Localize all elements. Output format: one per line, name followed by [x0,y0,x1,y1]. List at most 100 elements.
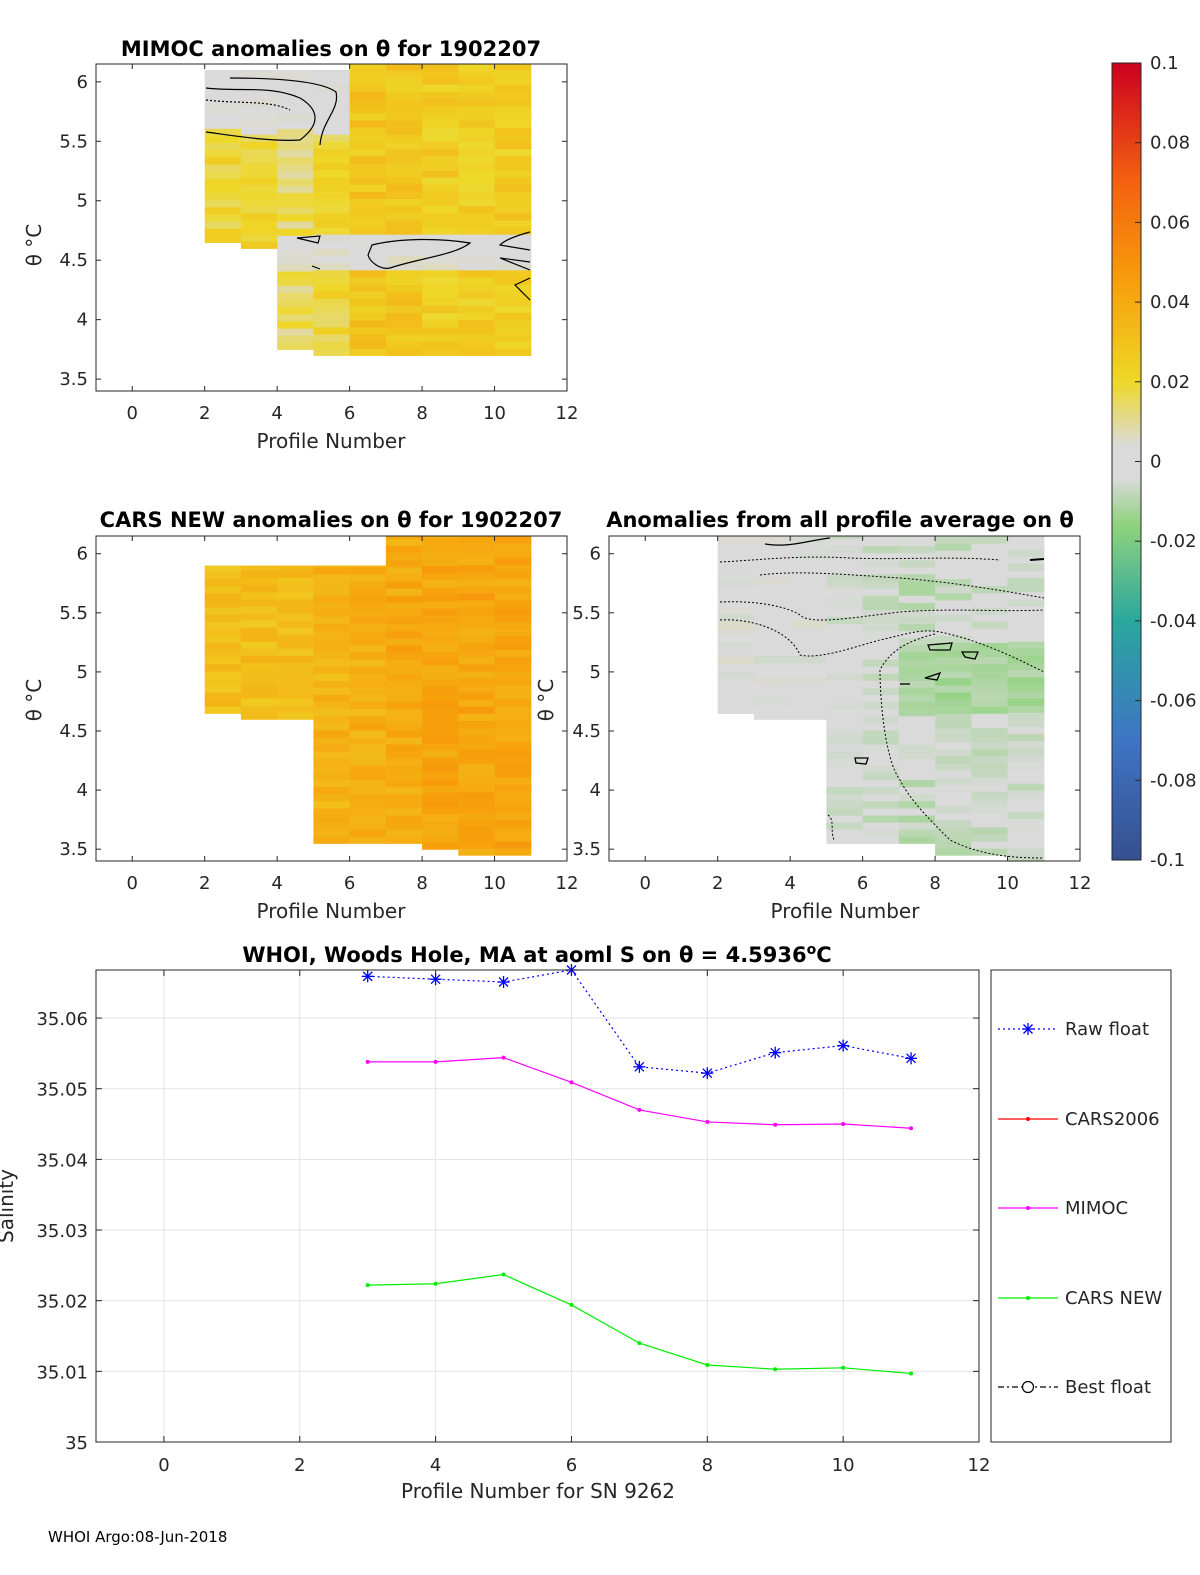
heatmap-cell [862,829,900,837]
heatmap-cell [717,635,755,643]
heatmap-cell [458,155,496,164]
heatmap-cell [458,798,496,807]
heatmap-cell [494,319,532,328]
heatmap-cell [826,666,864,674]
heatmap-cell [422,537,459,545]
heatmap-cell [717,614,755,622]
heatmap-cell [422,91,459,100]
heatmap-cell [458,606,496,615]
heatmap-cell [277,605,314,614]
heatmap-cell [458,734,496,743]
heatmap-cell [494,348,532,356]
heatmap-cell [790,577,827,586]
heatmap-cell [862,602,900,610]
heatmap-cell [898,658,936,667]
heatmap-cell [240,241,278,249]
heatmap-cell [935,812,972,821]
heatmap-cell [349,786,387,795]
heatmap-cell [862,807,900,816]
heatmap-cell [826,588,864,596]
heatmap-cell [385,758,423,766]
heatmap-cell [753,690,791,699]
heatmap-cell [422,155,459,164]
colorbar: 0.1 0.08 0.06 0.04 0.02 0 -0.02 -0.04 -0.06 -0.08… [1111,53,1197,871]
heatmap-cell [494,77,532,85]
heatmap-cell [898,758,936,766]
heatmap-cell [349,779,387,788]
x-tick-label: 10 [483,873,506,894]
heatmap-cell [385,800,423,809]
cars-new-axis-ticks: 0 2 4 6 8 10 12 3.5 4 4.5 5 5.5 6 [59,536,578,894]
heatmap-cell [385,119,423,128]
heatmap-cell [385,538,423,547]
heatmap-cell [458,706,496,714]
heatmap-cell [422,536,459,538]
heatmap-cell [971,614,1009,622]
heatmap-cell [935,642,972,651]
heatmap-cell [935,670,972,679]
legend-label: CARS NEW [1065,1288,1162,1309]
heatmap-cell [385,588,423,596]
heatmap-cell [458,84,496,92]
data-point [841,1365,846,1370]
heatmap-cell [458,848,496,856]
heatmap-cell [790,570,827,578]
heatmap-cell [494,755,532,764]
heatmap-cell [313,708,351,717]
heatmap-cell [790,619,827,628]
heatmap-cell [494,692,532,700]
heatmap-cell [385,198,423,207]
heatmap-cell [277,249,314,258]
mimoc-contours [205,77,531,301]
colorbar-tick-label: -0.02 [1150,531,1197,552]
heatmap-cell [826,829,864,837]
heatmap-cell [1007,676,1045,685]
heatmap-cell [240,705,278,713]
heatmap-cell [422,558,459,567]
heatmap-cell [717,592,755,601]
heatmap-cell [349,84,387,92]
heatmap-cell [458,741,496,750]
heatmap-cell [717,706,755,714]
heatmap-cell [862,538,900,547]
heatmap-cell [971,635,1009,643]
heatmap-cell [458,77,496,85]
heatmap-cell [862,623,900,632]
heatmap-cell [277,648,314,656]
heatmap-cell [826,673,864,681]
heatmap-cell [277,228,314,236]
heatmap-cell [717,677,755,686]
y-tick-label: 35.01 [36,1362,88,1383]
heatmap-cell [349,319,387,328]
heatmap-cell [898,623,936,632]
heatmap-cell [935,777,972,785]
mimoc-axis-ticks: 0 2 4 6 8 10 12 3.5 4 4.5 5 5.5 6 [59,64,578,424]
heatmap-cell [204,677,242,686]
heatmap-cell [313,588,351,596]
heatmap-cell [313,609,351,617]
heatmap-cell [935,734,972,743]
heatmap-cell [935,543,972,551]
heatmap-cell [971,777,1009,785]
heatmap-cell [313,148,351,157]
data-point [905,1052,918,1065]
heatmap-cell [277,135,314,144]
heatmap-cell [422,119,459,128]
heatmap-cell [717,692,755,700]
heatmap-cell [422,792,459,801]
heatmap-cell [898,580,936,589]
heatmap-cell [458,262,496,271]
heatmap-cell [349,602,387,610]
heatmap-cell [862,637,900,646]
heatmap-cell [422,84,459,92]
heatmap-cell [826,722,864,731]
heatmap-cell [204,571,242,580]
heatmap-cell [349,64,387,71]
heatmap-cell [494,543,532,551]
heatmap-cell [458,283,496,292]
heatmap-cell [494,720,532,729]
heatmap-cell [349,205,387,214]
heatmap-cell [458,276,496,285]
x-tick-label: 4 [271,873,282,894]
heatmap-cell [204,185,242,194]
